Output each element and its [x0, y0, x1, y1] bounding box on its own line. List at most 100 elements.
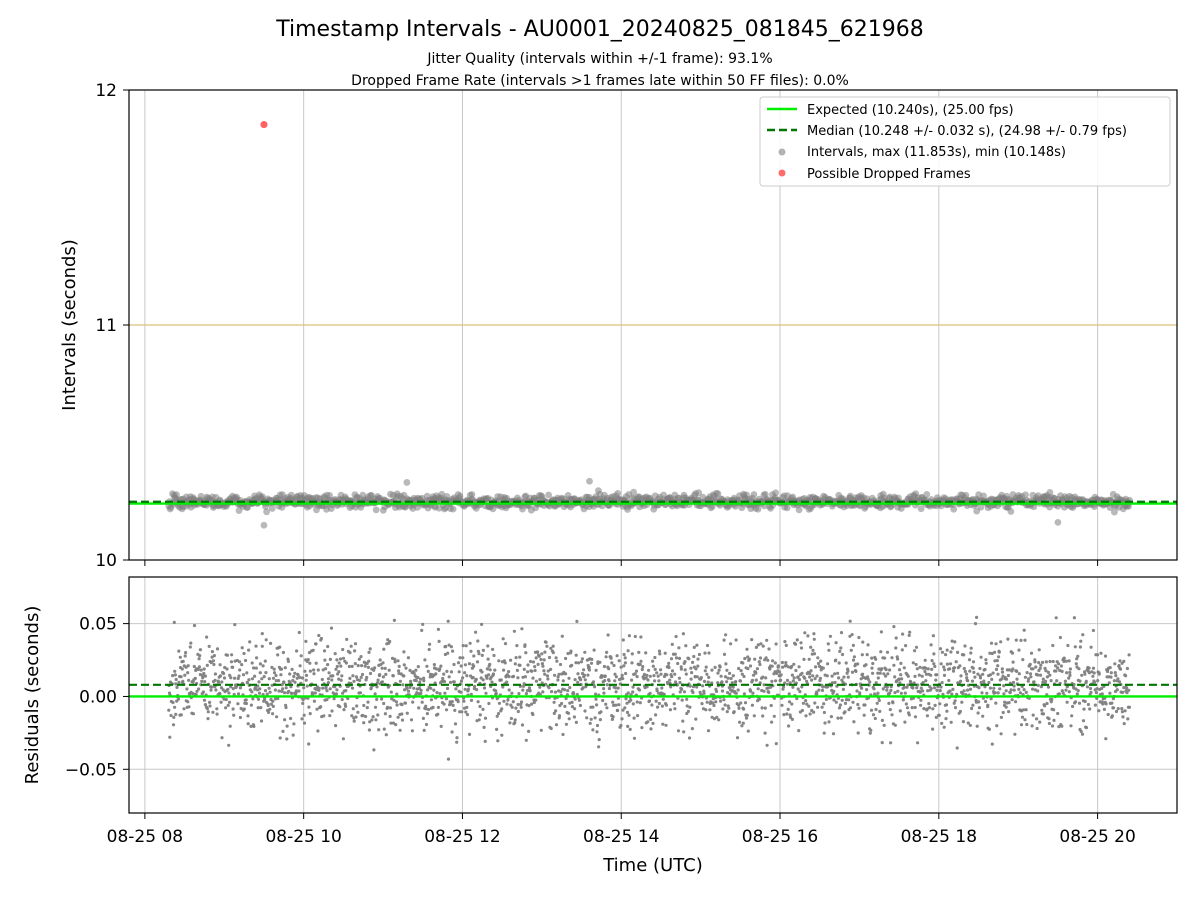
residual-point [452, 662, 456, 667]
residual-point [591, 728, 595, 732]
residual-point [432, 663, 436, 667]
residual-point [436, 627, 440, 632]
residual-point [1067, 659, 1071, 663]
residual-point [175, 685, 179, 690]
residual-point [748, 689, 753, 693]
residual-point [299, 654, 303, 658]
residual-point [910, 706, 914, 710]
residual-point [1002, 684, 1006, 688]
residual-point [439, 724, 443, 729]
residual-point [574, 661, 578, 665]
residual-point [472, 654, 476, 658]
residual-point [930, 667, 934, 672]
residual-point [903, 691, 907, 695]
residual-point [897, 677, 901, 681]
residual-point [272, 667, 276, 671]
residual-point [426, 669, 430, 674]
residual-point [945, 662, 950, 666]
residual-point [1117, 680, 1121, 684]
residual-point [768, 667, 772, 671]
residual-point [350, 714, 354, 718]
residual-point [370, 718, 374, 722]
residual-point [1118, 659, 1122, 663]
residual-point [429, 686, 433, 690]
residual-point [280, 683, 284, 687]
interval-point [326, 492, 333, 499]
residual-point [827, 648, 831, 652]
residual-point [676, 661, 680, 666]
residual-point [966, 721, 970, 725]
residual-point [1092, 671, 1096, 675]
residual-point [1100, 686, 1104, 691]
residual-point [682, 690, 687, 694]
residual-point [202, 667, 206, 671]
residual-point [825, 674, 829, 678]
residual-point [676, 729, 681, 733]
residual-point [202, 671, 206, 676]
residual-point [229, 660, 234, 664]
residual-point [1080, 732, 1085, 736]
residual-point [888, 708, 892, 712]
residual-point [993, 659, 997, 663]
residual-point [450, 730, 454, 734]
residual-point [324, 685, 328, 689]
residual-point [420, 628, 424, 633]
residual-point [735, 736, 740, 740]
residual-point [1012, 688, 1016, 692]
residual-point [357, 657, 361, 661]
residual-point [382, 701, 386, 706]
residual-point [948, 689, 952, 693]
residual-point [684, 672, 688, 676]
residual-point [1034, 665, 1038, 669]
residual-point [540, 652, 544, 656]
residual-point [670, 669, 675, 673]
residual-point [695, 685, 699, 689]
residual-point [603, 674, 607, 678]
residual-point [1071, 704, 1075, 709]
residual-point [335, 688, 339, 692]
residual-point [788, 713, 792, 717]
residual-point [947, 678, 951, 683]
residual-point [869, 708, 874, 712]
residual-point [623, 661, 628, 665]
residual-point [869, 728, 873, 732]
residual-point [554, 709, 558, 713]
residual-point [330, 678, 334, 682]
residual-point [601, 698, 605, 703]
residual-point [619, 723, 623, 728]
residual-point [761, 675, 765, 679]
residual-point [238, 668, 242, 672]
residual-point [948, 667, 952, 671]
residual-point [784, 643, 788, 648]
residual-point [808, 671, 812, 676]
residual-point [624, 697, 628, 701]
residual-point [958, 709, 963, 714]
residual-point [779, 678, 783, 682]
residual-point [499, 678, 503, 682]
residual-point [942, 673, 947, 678]
interval-point [977, 503, 985, 511]
residual-point [247, 678, 251, 682]
residual-point [690, 727, 695, 731]
residual-point [980, 691, 984, 695]
residual-point [236, 676, 240, 681]
residual-point [197, 687, 201, 691]
residual-point [722, 652, 727, 657]
residual-point [663, 651, 667, 655]
residual-point [953, 699, 957, 703]
residual-point [1122, 722, 1126, 726]
residual-point [652, 674, 656, 678]
residual-point [1050, 697, 1054, 702]
residual-point [578, 703, 583, 708]
residual-point [251, 697, 255, 701]
residual-point [978, 676, 983, 680]
residual-point [403, 701, 407, 705]
residual-point [212, 662, 216, 667]
residual-point [970, 679, 975, 683]
residual-point [684, 644, 688, 648]
residual-point [192, 623, 197, 628]
residual-point [368, 720, 372, 724]
residual-point [1072, 682, 1076, 687]
residual-point [781, 665, 785, 669]
